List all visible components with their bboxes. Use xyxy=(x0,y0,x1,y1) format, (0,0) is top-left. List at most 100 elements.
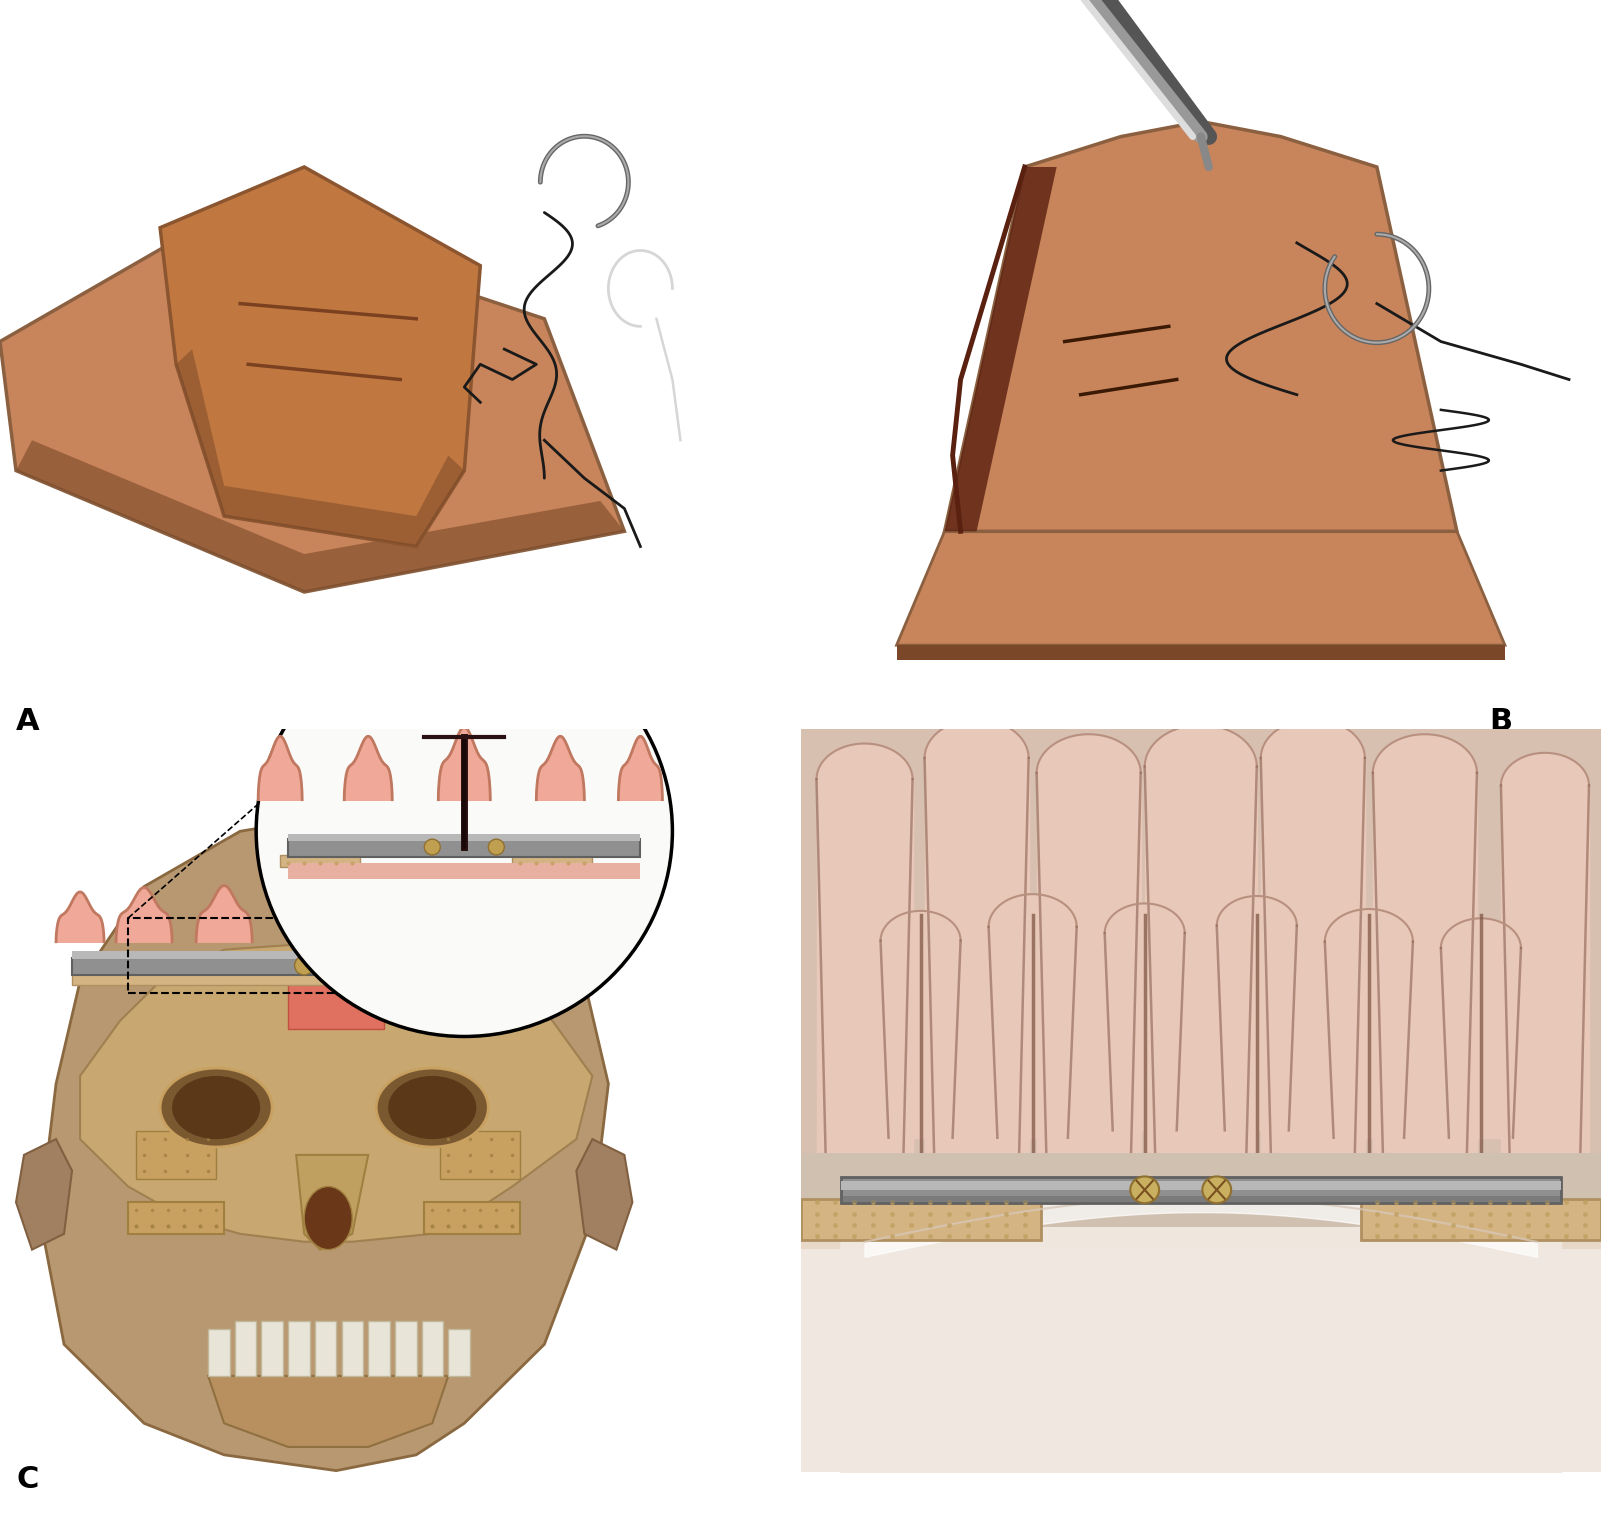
Bar xyxy=(841,1181,1561,1190)
Polygon shape xyxy=(1374,735,1476,773)
Polygon shape xyxy=(1037,773,1140,1183)
Text: C: C xyxy=(16,1465,38,1494)
Bar xyxy=(800,1199,1041,1240)
Circle shape xyxy=(256,625,672,1037)
Bar xyxy=(72,958,584,975)
Polygon shape xyxy=(1262,720,1366,757)
Bar xyxy=(512,855,592,867)
Polygon shape xyxy=(296,1155,368,1249)
Polygon shape xyxy=(925,757,1029,1190)
Bar xyxy=(288,958,384,1029)
Bar xyxy=(800,1152,1601,1227)
Polygon shape xyxy=(421,885,477,941)
Ellipse shape xyxy=(376,1069,488,1148)
Polygon shape xyxy=(1374,773,1476,1167)
Polygon shape xyxy=(552,893,600,941)
Bar xyxy=(136,1131,216,1178)
Polygon shape xyxy=(536,736,584,800)
Ellipse shape xyxy=(160,1069,272,1148)
Ellipse shape xyxy=(389,1076,477,1138)
Polygon shape xyxy=(56,893,104,941)
Polygon shape xyxy=(881,911,961,941)
Circle shape xyxy=(1130,1176,1159,1204)
Polygon shape xyxy=(1217,926,1297,1131)
Bar xyxy=(1361,1199,1601,1240)
Bar xyxy=(235,1321,256,1375)
Polygon shape xyxy=(1502,753,1590,785)
Circle shape xyxy=(295,956,314,975)
Bar xyxy=(128,1202,224,1234)
Bar xyxy=(395,1321,416,1375)
Polygon shape xyxy=(197,885,253,941)
Polygon shape xyxy=(817,779,913,1175)
Circle shape xyxy=(359,956,378,975)
Bar xyxy=(341,1321,363,1375)
Bar xyxy=(368,1321,391,1375)
Bar xyxy=(288,1321,311,1375)
Ellipse shape xyxy=(304,1187,352,1249)
Circle shape xyxy=(1202,1176,1231,1204)
Bar xyxy=(424,1202,520,1234)
Bar xyxy=(208,1328,231,1375)
Polygon shape xyxy=(1326,909,1414,941)
Bar xyxy=(288,862,640,879)
Polygon shape xyxy=(945,167,1057,531)
Polygon shape xyxy=(208,1375,448,1447)
Polygon shape xyxy=(925,720,1029,757)
Bar xyxy=(800,1249,1601,1472)
Polygon shape xyxy=(0,213,624,592)
Bar xyxy=(261,1321,283,1375)
Polygon shape xyxy=(945,121,1457,531)
Polygon shape xyxy=(1441,918,1521,949)
Polygon shape xyxy=(16,1138,72,1249)
Polygon shape xyxy=(344,736,392,800)
Bar xyxy=(280,855,360,867)
Circle shape xyxy=(488,839,504,855)
Polygon shape xyxy=(817,744,913,779)
Polygon shape xyxy=(800,729,1601,1152)
Bar xyxy=(72,952,584,959)
Polygon shape xyxy=(989,927,1076,1138)
Bar xyxy=(72,973,584,985)
Circle shape xyxy=(424,839,440,855)
Circle shape xyxy=(259,628,669,1034)
Polygon shape xyxy=(576,1138,632,1249)
Polygon shape xyxy=(115,888,173,941)
Polygon shape xyxy=(1145,726,1257,767)
Polygon shape xyxy=(989,894,1076,927)
Polygon shape xyxy=(80,941,592,1242)
Polygon shape xyxy=(897,531,1505,645)
Ellipse shape xyxy=(173,1076,259,1138)
Text: A: A xyxy=(16,707,40,736)
Polygon shape xyxy=(1105,903,1185,934)
Polygon shape xyxy=(1037,735,1140,773)
Polygon shape xyxy=(176,349,464,546)
Polygon shape xyxy=(897,645,1505,660)
Polygon shape xyxy=(40,815,608,1471)
Polygon shape xyxy=(485,888,541,941)
Polygon shape xyxy=(1326,941,1414,1138)
Bar xyxy=(288,839,640,856)
Polygon shape xyxy=(1105,934,1185,1131)
Polygon shape xyxy=(160,167,480,546)
Bar xyxy=(421,1321,443,1375)
Polygon shape xyxy=(1262,757,1366,1167)
Polygon shape xyxy=(16,440,624,592)
Bar xyxy=(841,1196,1561,1202)
Polygon shape xyxy=(439,727,490,800)
Polygon shape xyxy=(1217,896,1297,926)
Polygon shape xyxy=(258,736,303,800)
Text: D: D xyxy=(817,1421,842,1450)
Text: B: B xyxy=(1489,707,1511,736)
Bar xyxy=(841,1176,1561,1202)
Polygon shape xyxy=(1502,785,1590,1160)
Bar xyxy=(448,1328,471,1375)
Polygon shape xyxy=(304,883,368,941)
Polygon shape xyxy=(1441,949,1521,1138)
Bar xyxy=(315,1321,336,1375)
Polygon shape xyxy=(881,941,961,1138)
Bar xyxy=(288,833,640,841)
Polygon shape xyxy=(1145,767,1257,1183)
Bar xyxy=(440,1131,520,1178)
Polygon shape xyxy=(618,736,663,800)
